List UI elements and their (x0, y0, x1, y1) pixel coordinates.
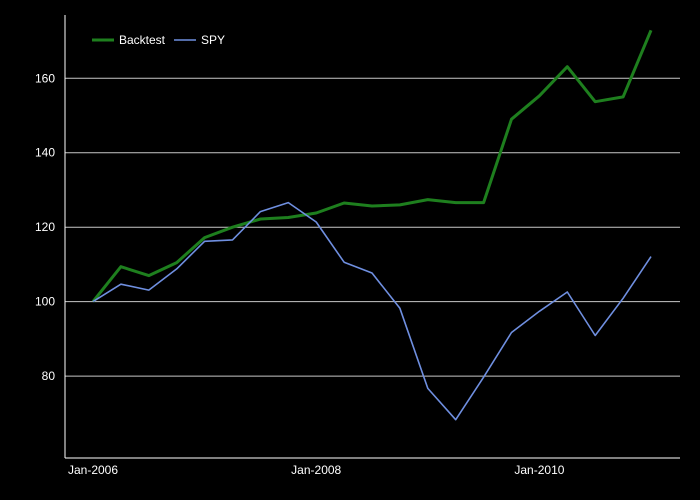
grid-lines (65, 77, 680, 377)
y-axis-ticks: 80 100 120 140 160 (35, 71, 55, 383)
y-tick-label-100: 100 (35, 295, 55, 309)
y-tick-label-80: 80 (42, 369, 56, 383)
legend: Backtest SPY (92, 33, 225, 47)
series-line-spy (92, 201, 652, 421)
x-tick-label-1: Jan-2008 (291, 463, 341, 477)
axes (64, 15, 680, 459)
x-axis-ticks: Jan-2006 Jan-2008 Jan-2010 (68, 463, 565, 477)
x-tick-label-0: Jan-2006 (68, 463, 118, 477)
legend-label-spy: SPY (201, 33, 225, 47)
series-spy (92, 201, 652, 421)
x-tick-label-2: Jan-2010 (514, 463, 564, 477)
legend-label-backtest: Backtest (119, 33, 166, 47)
series-lines (91, 29, 653, 421)
y-tick-label-140: 140 (35, 146, 55, 160)
y-tick-label-120: 120 (35, 220, 55, 234)
y-tick-label-160: 160 (35, 71, 55, 85)
series-line-backtest (91, 29, 653, 303)
